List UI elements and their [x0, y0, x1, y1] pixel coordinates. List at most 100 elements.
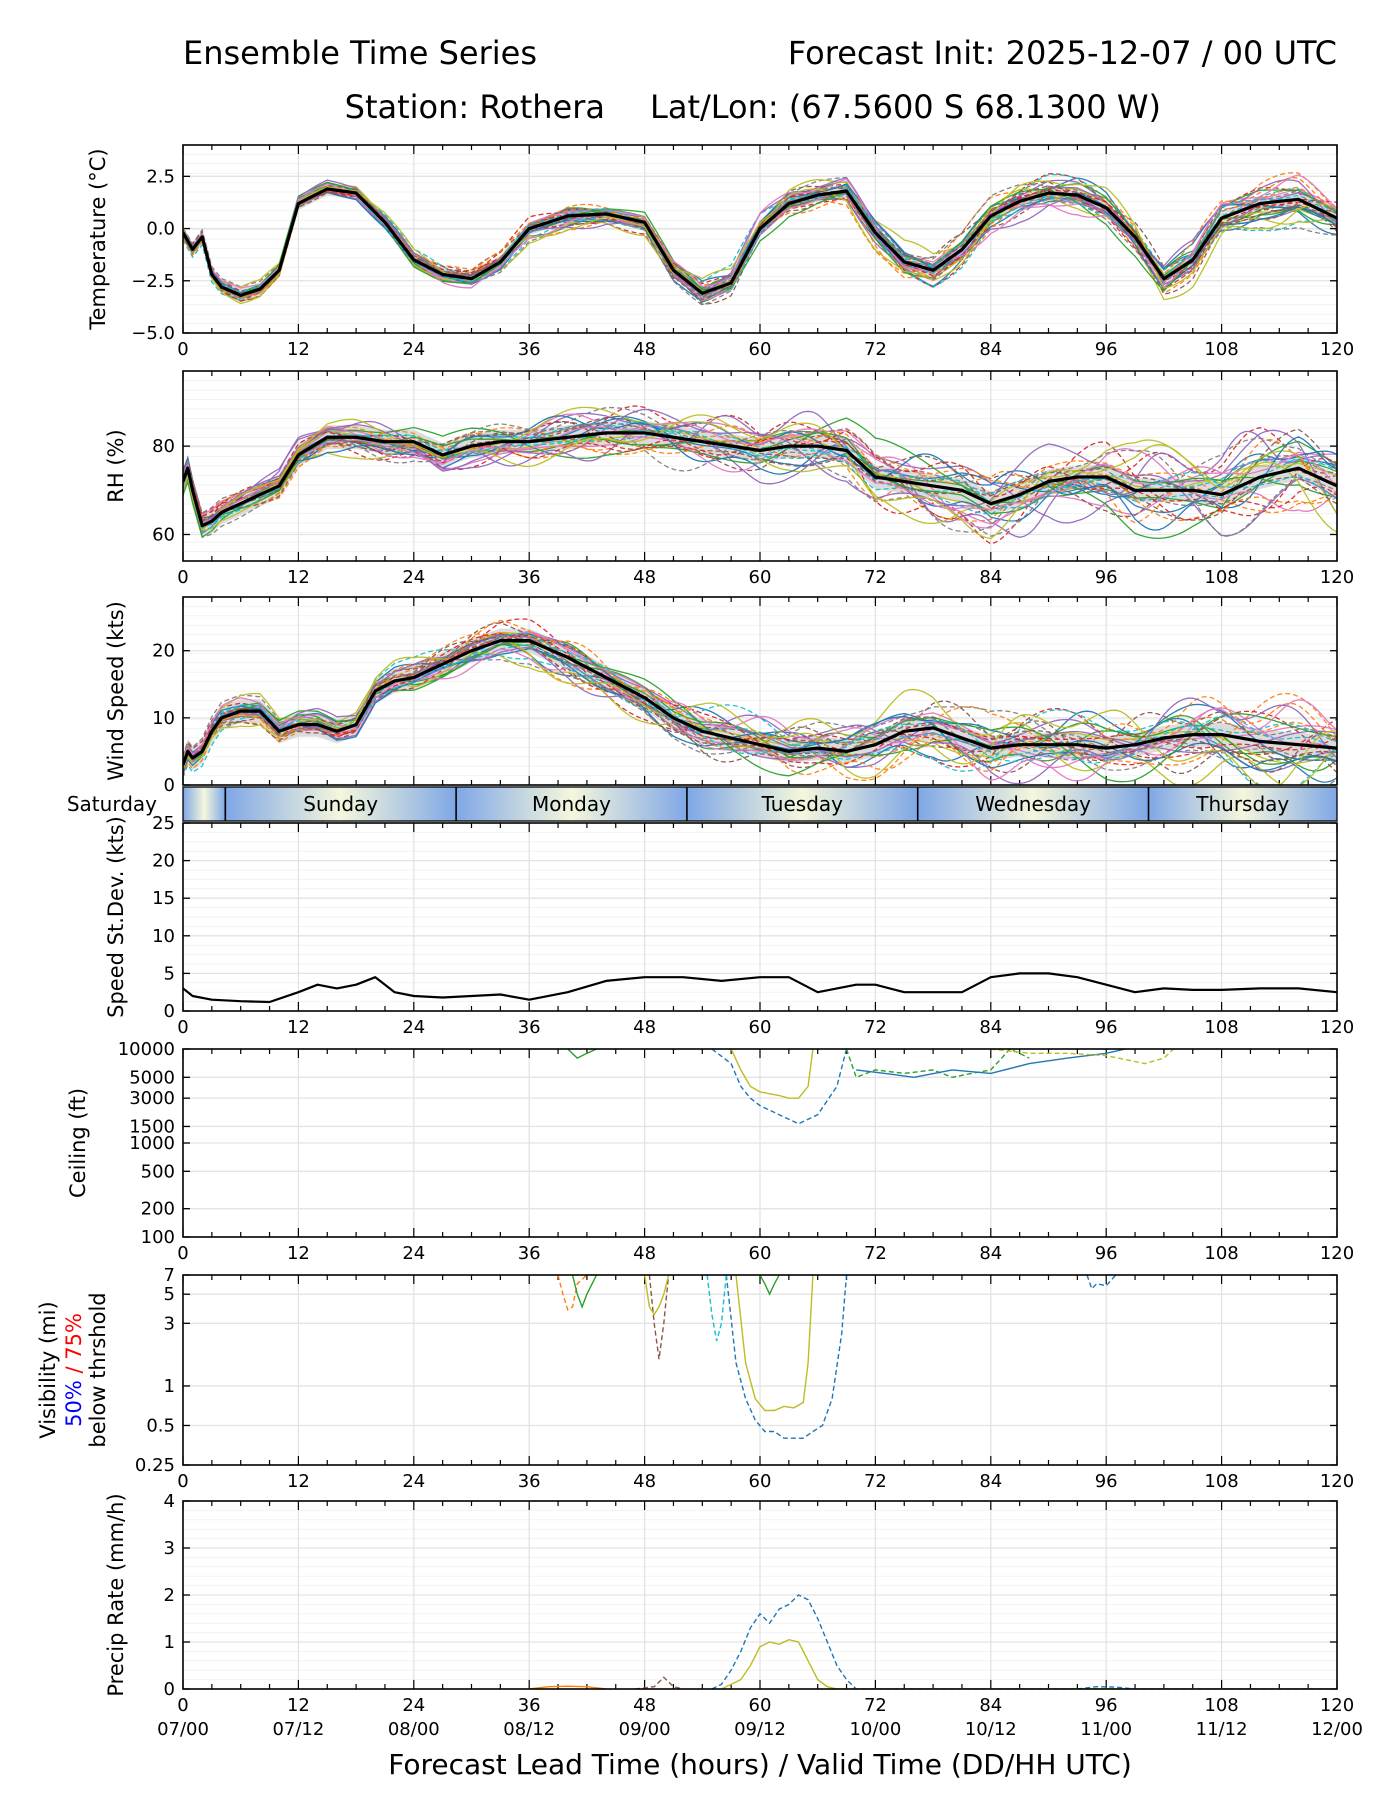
x-tick-label: 12: [287, 1471, 310, 1492]
x-tick-label: 96: [1095, 1471, 1118, 1492]
x-tick-label: 12: [287, 567, 310, 588]
plot-frame: [182, 822, 1338, 1012]
x-tick-label: 72: [864, 567, 887, 588]
member-line: [183, 180, 1337, 305]
member-line: [183, 647, 1337, 785]
panel-temperature: −5.0 −2.5 0.0 2.5 0 12 24 36 48 60 72 84 96 108 120 Tem…: [86, 144, 1354, 360]
x-tick-label: 72: [864, 1471, 887, 1492]
x-tick-label: 120: [1320, 1017, 1354, 1038]
plot-frame: [182, 596, 1338, 786]
member-line: [183, 406, 1337, 532]
x-tick-label: 60: [749, 1017, 772, 1038]
x-tick-label: 0: [177, 1017, 188, 1038]
y-tick-label: 2.5: [146, 166, 175, 187]
x-tick-label: 108: [1204, 567, 1238, 588]
member-line: [183, 421, 1337, 524]
y-tick-label: 10000: [118, 1039, 175, 1060]
x-tick-label: 12: [287, 1017, 310, 1038]
x-tick-label: 60: [749, 567, 772, 588]
member-line: [183, 417, 1337, 540]
title-right: Forecast Init: 2025-12-07 / 00 UTC: [788, 34, 1337, 72]
day-label: Saturday: [67, 792, 157, 816]
plot-frame: [182, 1048, 1338, 1238]
x-tick-label: 84: [979, 1243, 1002, 1264]
valid-time-label: 11/00: [1080, 1719, 1132, 1740]
day-segment: [183, 787, 226, 821]
plot-frame: [182, 144, 1338, 334]
member-line: [183, 187, 1337, 297]
y-tick-label: 3000: [129, 1088, 175, 1109]
member-line: [1077, 1685, 1136, 1689]
y-tick-label: 0: [164, 1001, 175, 1022]
panel-wind-speed: 0 10 20 Wind Speed (kts): [104, 596, 1338, 796]
x-tick-label: 48: [633, 1471, 656, 1492]
member-line: [634, 1676, 684, 1689]
member-line: [183, 633, 1337, 781]
y-tick-label: 500: [141, 1161, 175, 1182]
y-tick-label: 7: [164, 1265, 175, 1286]
valid-time-label: 07/12: [272, 1719, 324, 1740]
member-line: [725, 1275, 848, 1439]
y-tick-label: 5: [164, 963, 175, 984]
member-line: [571, 1275, 598, 1309]
member-line: [183, 421, 1337, 525]
x-tick-label: 24: [402, 1471, 425, 1492]
member-line: [183, 421, 1337, 528]
y-tick-label: 5: [164, 1284, 175, 1305]
x-tick-label: 36: [518, 1243, 541, 1264]
mean-series: [183, 639, 1337, 766]
valid-time-labels: 07/00 07/12 08/00 08/12 09/00 09/12 10/00 10/12…: [157, 1719, 1363, 1740]
day-segment: [1148, 787, 1337, 821]
x-tick-label: 36: [518, 1017, 541, 1038]
y-axis-label-below: below thrshold: [86, 1292, 110, 1447]
day-segment: [917, 787, 1149, 821]
member-line: [183, 633, 1337, 764]
member-line: [845, 1049, 1030, 1079]
member-line: [183, 185, 1337, 302]
member-line: [990, 1049, 1174, 1065]
y-tick-label: 3: [164, 1538, 175, 1559]
x-tick-label: 0: [177, 1695, 188, 1716]
x-tick-label: 108: [1204, 339, 1238, 360]
valid-time-label: 07/00: [157, 1719, 209, 1740]
valid-time-label: 12/00: [1311, 1719, 1363, 1740]
member-line: [735, 1275, 814, 1412]
valid-time-label: 10/00: [849, 1719, 901, 1740]
y-tick-label: 0.0: [146, 219, 175, 240]
member-line: [183, 648, 1337, 782]
day-label: Thursday: [1195, 792, 1289, 816]
valid-time-label: 08/12: [503, 1719, 555, 1740]
x-tick-label: 96: [1095, 1017, 1118, 1038]
x-tick-label: 0: [177, 1471, 188, 1492]
x-tick-label: 48: [633, 1017, 656, 1038]
y-tick-label: 1: [164, 1376, 175, 1397]
day-label: Sunday: [303, 792, 378, 816]
day-band-frame: [182, 786, 1338, 822]
x-tick-label: 84: [979, 1471, 1002, 1492]
member-line: [711, 1594, 1337, 1689]
x-tick-label: 24: [402, 1243, 425, 1264]
y-tick-label: 200: [141, 1199, 175, 1220]
y-tick-label: 1500: [129, 1116, 175, 1137]
mean-line: [183, 639, 1337, 766]
member-series: [557, 1275, 1117, 1439]
member-line: [183, 639, 1337, 785]
y-tick-label: 1: [164, 1632, 175, 1653]
x-tick-label: 24: [402, 567, 425, 588]
day-segment: [686, 787, 918, 821]
panel-visibility: 0.25 0.5 1 3 57 0 12 24 36 48 60 72 84 96 108 120 Visibi…: [36, 1265, 1354, 1492]
plot-frame: [182, 370, 1338, 562]
x-tick-label: 108: [1204, 1243, 1238, 1264]
y-tick-label: 2: [164, 1585, 175, 1606]
mean-series: [183, 431, 1337, 528]
member-line: [183, 423, 1337, 537]
member-line: [183, 636, 1337, 767]
x-tick-label: 36: [518, 1471, 541, 1492]
y-tick-label: 3: [164, 1313, 175, 1334]
plot-frame: [182, 1500, 1338, 1690]
day-label: Wednesday: [975, 792, 1091, 816]
x-tick-label: 120: [1320, 1471, 1354, 1492]
day-label: Monday: [532, 792, 611, 816]
